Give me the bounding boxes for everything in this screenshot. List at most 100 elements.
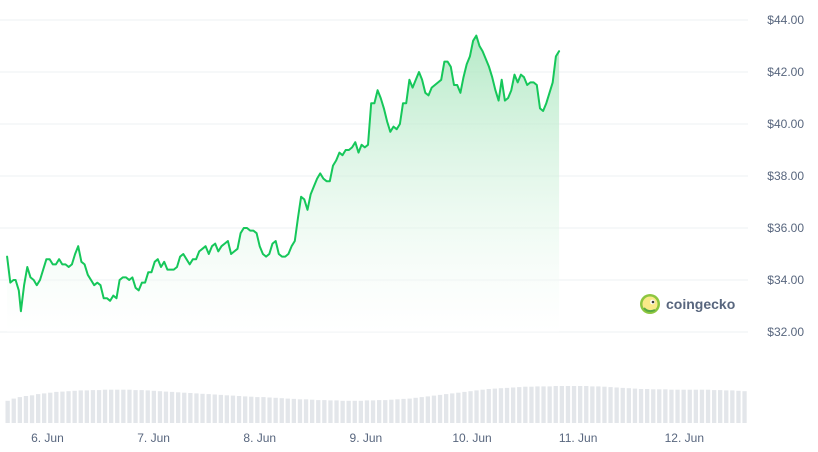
- volume-bar: [492, 388, 497, 423]
- volume-bar: [182, 392, 187, 423]
- volume-bar: [675, 389, 680, 423]
- volume-bar: [169, 391, 175, 423]
- volume-bar: [364, 400, 370, 423]
- volume-bar: [291, 398, 296, 423]
- volume-bar: [267, 397, 272, 423]
- volume-bar: [188, 393, 193, 423]
- volume-bar: [328, 400, 333, 423]
- volume-bar: [559, 386, 564, 423]
- coingecko-gecko-icon: [640, 294, 660, 314]
- volume-bar: [511, 387, 516, 423]
- volume-bar: [504, 387, 510, 423]
- volume-bar: [334, 400, 339, 423]
- volume-bar: [48, 392, 53, 423]
- volume-bar: [297, 399, 303, 423]
- volume-bar: [78, 390, 83, 423]
- volume-bar: [194, 393, 199, 423]
- volume-bar: [730, 390, 735, 423]
- y-axis-ticks: $32.00 $34.00 $36.00 $38.00 $40.00 $42.00 $44.…: [767, 13, 804, 339]
- volume-bar: [109, 389, 114, 423]
- volume-bar: [578, 386, 583, 423]
- volume-bar: [358, 400, 363, 423]
- volume-bar: [437, 394, 443, 423]
- volume-bar: [29, 395, 35, 424]
- volume-bar: [620, 387, 625, 423]
- volume-bar: [401, 398, 406, 423]
- volume-bar: [54, 391, 59, 423]
- volume-bar: [419, 397, 424, 423]
- volume-bar: [596, 386, 601, 423]
- volume-bar: [127, 389, 132, 423]
- volume-bar: [224, 395, 229, 424]
- volume-bar: [133, 390, 138, 423]
- volume-bar: [742, 391, 747, 423]
- volume-bar: [626, 388, 631, 423]
- volume-bar: [84, 390, 89, 423]
- volume-bar: [565, 386, 571, 423]
- volume-bar: [462, 391, 467, 423]
- volume-bar: [657, 389, 662, 423]
- volume-bar: [5, 400, 10, 423]
- volume-bar: [681, 389, 686, 423]
- volume-bar: [273, 397, 278, 423]
- volume-bar: [340, 400, 345, 423]
- volume-bar: [724, 390, 729, 423]
- volume-bar: [480, 389, 485, 423]
- volume-bar: [523, 386, 528, 423]
- volume-bar: [687, 389, 692, 423]
- volume-bar: [42, 393, 47, 423]
- x-tick-label: 10. Jun: [452, 431, 491, 445]
- volume-bar: [377, 400, 382, 423]
- volume-bar: [705, 389, 711, 423]
- volume-bar: [121, 389, 126, 423]
- volume-bar: [243, 396, 248, 423]
- volume-bar: [23, 396, 29, 423]
- volume-bar: [66, 391, 71, 423]
- volume-bar: [236, 396, 242, 423]
- x-axis-ticks: 6. Jun 7. Jun 8. Jun 9. Jun 10. Jun 11. Jun 12…: [31, 431, 704, 445]
- volume-bar: [425, 396, 430, 423]
- volume-bar: [151, 390, 156, 423]
- volume-bar: [602, 386, 607, 423]
- volume-bar: [218, 394, 223, 423]
- volume-bar: [261, 397, 266, 423]
- volume-bar: [206, 394, 211, 423]
- volume-bar: [498, 388, 504, 423]
- volume-bar: [699, 389, 705, 423]
- volume-bar: [517, 387, 522, 423]
- volume-bar: [346, 400, 351, 423]
- x-tick-label: 8. Jun: [243, 431, 276, 445]
- x-tick-label: 12. Jun: [665, 431, 704, 445]
- x-tick-label: 11. Jun: [559, 431, 597, 445]
- volume-bar: [303, 399, 309, 423]
- x-tick-label: 6. Jun: [31, 431, 64, 445]
- volume-bar: [163, 391, 169, 423]
- volume-bar: [712, 390, 717, 423]
- volume-bar: [200, 393, 205, 423]
- y-tick-label: $34.00: [767, 273, 804, 287]
- volume-bar: [395, 399, 400, 423]
- volume-bar: [115, 389, 120, 423]
- volume-bar: [389, 399, 394, 423]
- price-line: [6, 34, 561, 313]
- volume-bar: [638, 389, 644, 423]
- y-tick-label: $42.00: [767, 65, 804, 79]
- volume-bar: [310, 399, 315, 423]
- price-area: [7, 35, 560, 332]
- volume-bar: [17, 397, 22, 423]
- volume-bar: [444, 394, 449, 423]
- volume-bars: [5, 386, 747, 424]
- volume-bar: [645, 389, 650, 423]
- volume-bar: [529, 386, 534, 423]
- volume-bar: [431, 395, 437, 423]
- volume-bar: [255, 397, 260, 423]
- volume-bar: [584, 386, 589, 423]
- volume-bar: [553, 386, 558, 423]
- volume-bar: [608, 387, 613, 423]
- volume-bar: [90, 390, 96, 423]
- volume-bar: [370, 400, 376, 423]
- y-tick-label: $40.00: [767, 117, 804, 131]
- volume-bar: [541, 386, 546, 423]
- volume-bar: [456, 392, 461, 423]
